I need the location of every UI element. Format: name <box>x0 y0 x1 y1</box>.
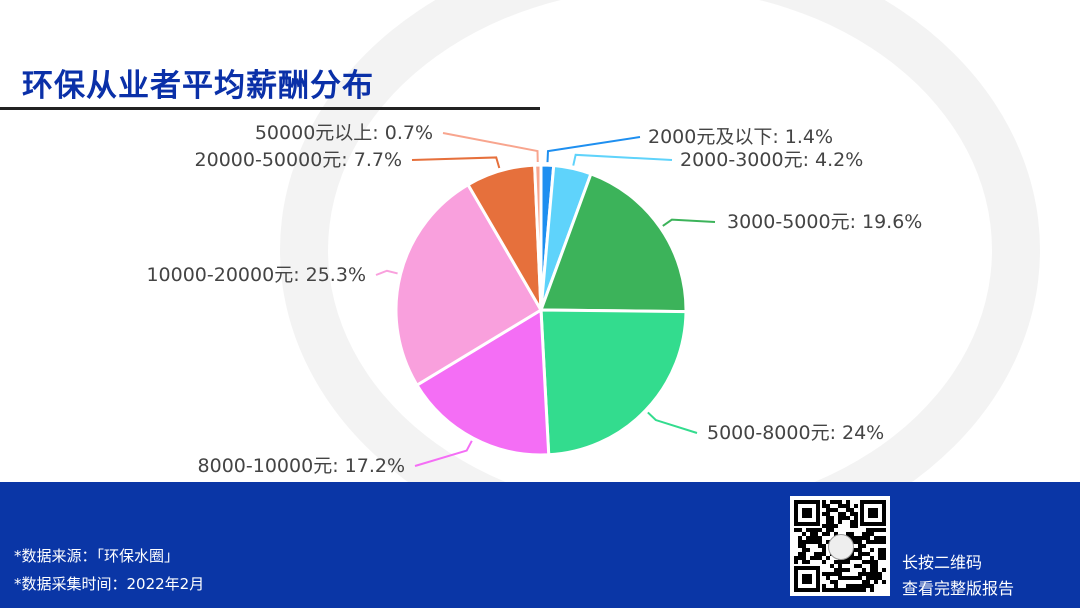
qr-code[interactable] <box>790 496 890 596</box>
qr-logo-icon <box>828 534 854 560</box>
page-title: 环保从业者平均薪酬分布 <box>22 68 374 104</box>
title-divider <box>0 107 540 110</box>
pie-slice <box>394 182 544 388</box>
data-source-text: *数据来源：「环保水圈」 <box>14 547 180 565</box>
leader-line <box>411 156 501 169</box>
slice-label: 2000元及以下: 1.4% <box>648 126 833 148</box>
leader-line <box>414 440 473 467</box>
pie-slice <box>414 307 551 457</box>
slice-label: 3000-5000元: 19.6% <box>727 211 922 233</box>
data-time-text: *数据采集时间：2022年2月 <box>14 575 205 593</box>
leader-line <box>647 411 698 434</box>
footer-band: *数据来源：「环保水圈」 *数据采集时间：2022年2月 长按二维码 查看完整版… <box>0 482 1080 608</box>
qr-caption-line1: 长按二维码 <box>902 553 983 572</box>
slice-label: 20000-50000元: 7.7% <box>195 149 402 171</box>
slice-label: 10000-20000元: 25.3% <box>146 264 366 286</box>
qr-caption-line2: 查看完整版报告 <box>902 579 1015 598</box>
pie-slice <box>539 308 688 457</box>
leader-line <box>662 218 716 227</box>
slice-label: 5000-8000元: 24% <box>707 422 884 444</box>
leader-line <box>572 153 673 166</box>
leader-line <box>546 136 641 163</box>
leader-line <box>442 132 539 163</box>
leader-line <box>375 269 398 276</box>
pie-slice <box>538 171 688 314</box>
slice-label: 50000元以上: 0.7% <box>255 122 433 144</box>
slice-label: 2000-3000元: 4.2% <box>680 149 863 171</box>
slice-label: 8000-10000元: 17.2% <box>198 455 405 477</box>
pie-chart: 2000元及以下: 1.4%2000-3000元: 4.2% 3000-5000元… <box>146 122 922 477</box>
pie-slice <box>533 163 543 311</box>
